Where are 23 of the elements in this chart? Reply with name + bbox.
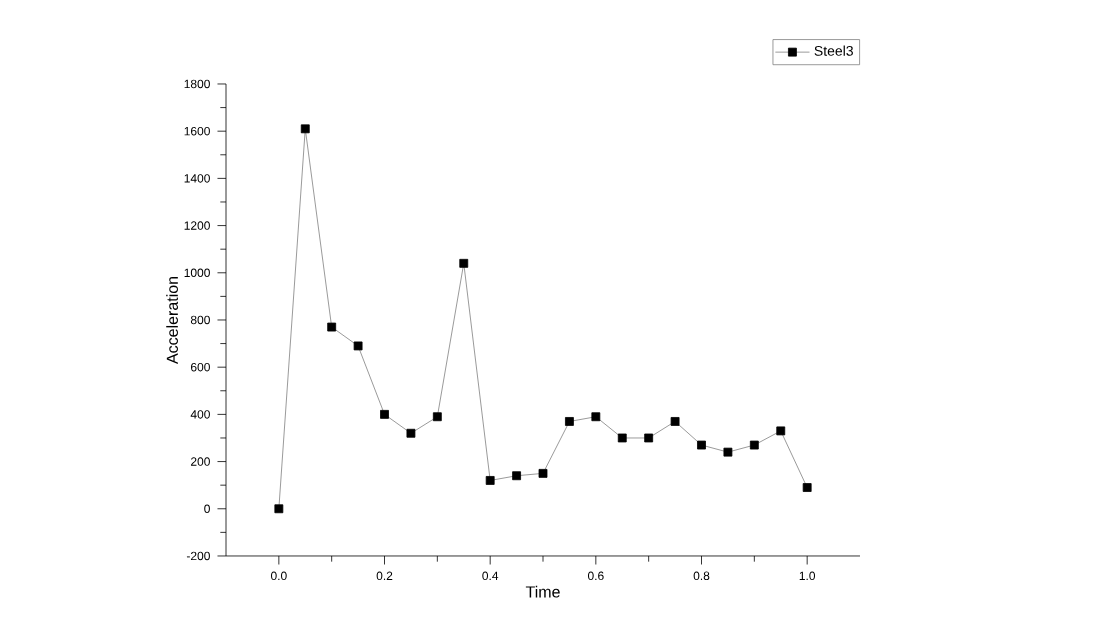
point: [617, 433, 627, 443]
point: [749, 440, 759, 450]
point: [723, 447, 733, 457]
point: [432, 412, 442, 422]
y-axis-title: Acceleration: [166, 277, 178, 364]
point: [670, 417, 680, 426]
point: [459, 258, 469, 268]
point: [565, 417, 574, 426]
point: [406, 428, 416, 438]
point: [512, 471, 521, 481]
point: [802, 483, 812, 492]
point: [644, 433, 654, 443]
point: [380, 409, 389, 419]
point: [697, 440, 706, 450]
point: [300, 124, 310, 134]
point: [776, 426, 786, 436]
point: [274, 504, 284, 514]
x-axis-title: Time: [525, 585, 560, 598]
point: [538, 468, 548, 478]
point: [327, 322, 337, 332]
point: [485, 476, 495, 485]
point: [591, 412, 601, 422]
point: [353, 341, 363, 351]
